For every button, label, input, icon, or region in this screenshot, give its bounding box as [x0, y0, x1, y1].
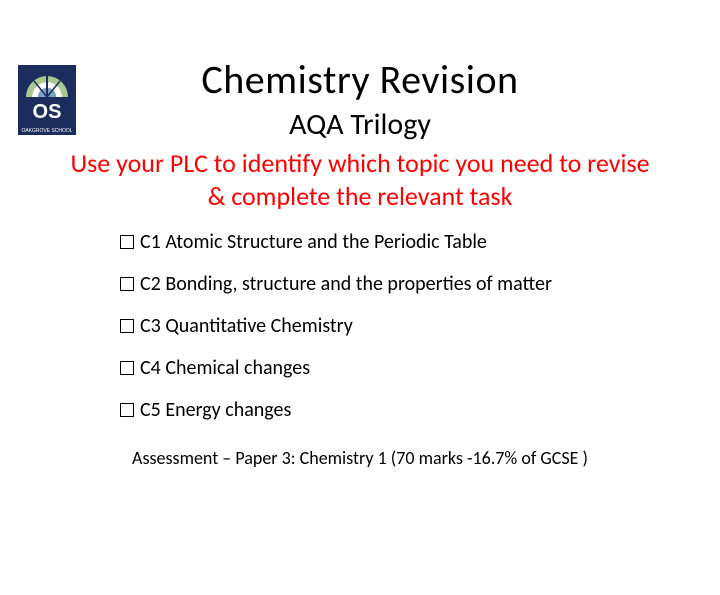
topics-list: C1 Atomic Structure and the Periodic Tab… — [0, 230, 720, 422]
school-logo: OS OAKGROVE SCHOOL — [18, 65, 76, 135]
svg-text:OAKGROVE SCHOOL: OAKGROVE SCHOOL — [21, 128, 72, 134]
topic-label: C3 Quantitative Chemistry — [140, 314, 353, 338]
page-subtitle: AQA Trilogy — [0, 106, 720, 143]
topic-item: C4 Chemical changes — [120, 356, 680, 380]
checkbox-icon — [120, 235, 134, 249]
topic-item: C3 Quantitative Chemistry — [120, 314, 680, 338]
svg-text:OS: OS — [33, 101, 62, 123]
topic-label: C4 Chemical changes — [140, 356, 310, 380]
topic-item: C1 Atomic Structure and the Periodic Tab… — [120, 230, 680, 254]
topic-item: C5 Energy changes — [120, 398, 680, 422]
assessment-text: Assessment – Paper 3: Chemistry 1 (70 ma… — [0, 447, 720, 469]
checkbox-icon — [120, 403, 134, 417]
checkbox-icon — [120, 277, 134, 291]
topic-label: C1 Atomic Structure and the Periodic Tab… — [140, 230, 487, 254]
topic-label: C2 Bonding, structure and the properties… — [140, 272, 552, 296]
topic-label: C5 Energy changes — [140, 398, 291, 422]
checkbox-icon — [120, 319, 134, 333]
page-title: Chemistry Revision — [0, 55, 720, 104]
checkbox-icon — [120, 361, 134, 375]
topic-item: C2 Bonding, structure and the properties… — [120, 272, 680, 296]
instruction-text: Use your PLC to identify which topic you… — [0, 147, 720, 212]
